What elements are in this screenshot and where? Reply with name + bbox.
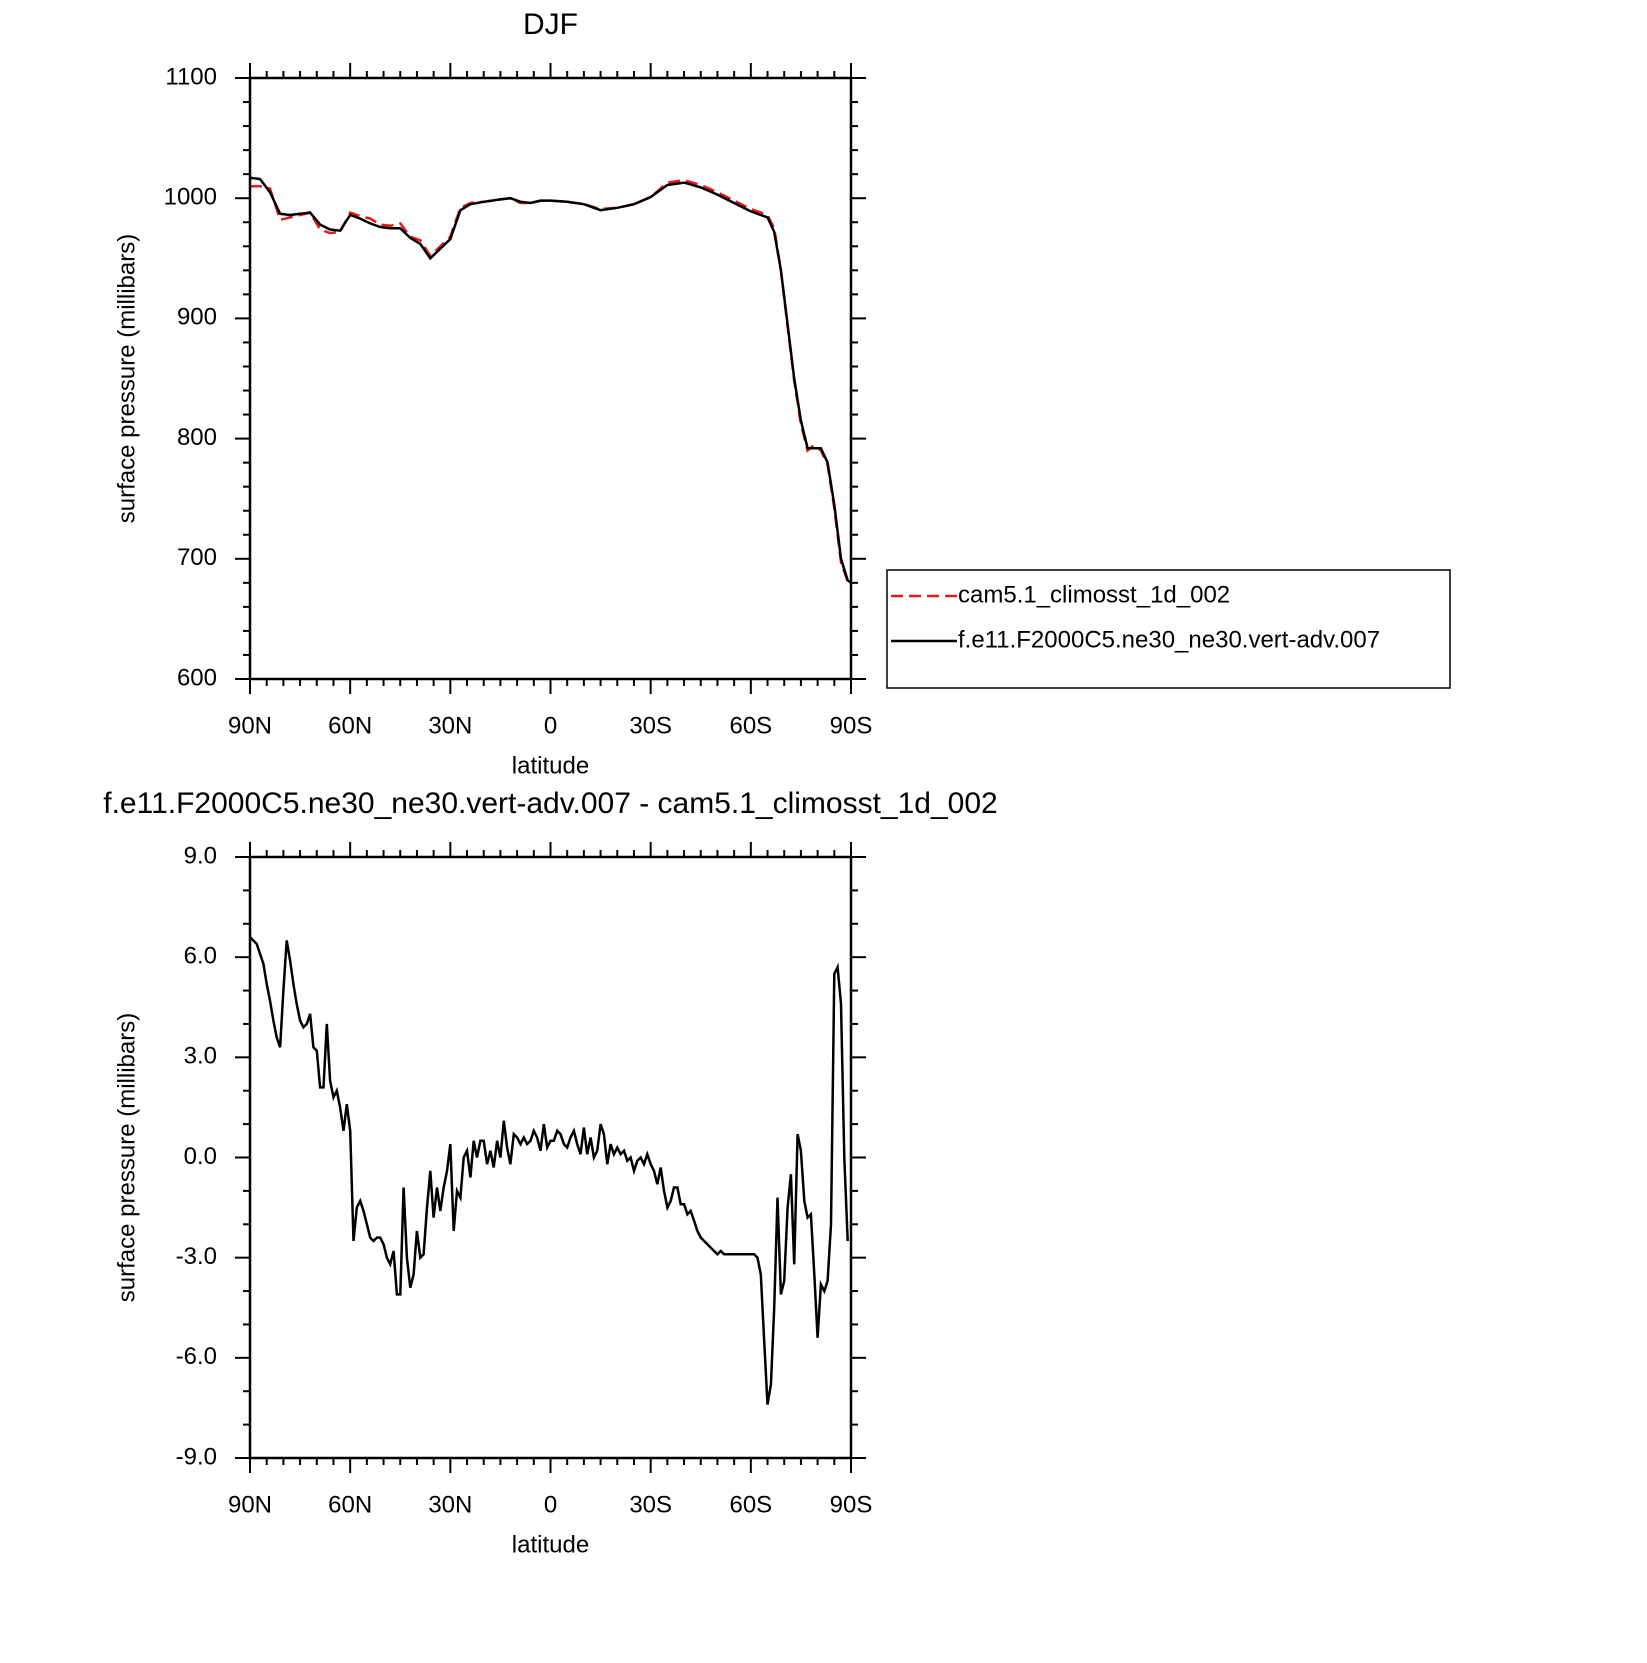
x-tick-label: 30N (428, 712, 472, 739)
y-tick-label: -9.0 (176, 1443, 217, 1470)
x-axis-title: latitude (512, 1531, 589, 1558)
legend-label: f.e11.F2000C5.ne30_ne30.vert-adv.007 (958, 626, 1380, 653)
y-tick-label: 3.0 (184, 1043, 217, 1070)
data-line (249, 176, 852, 584)
data-line (249, 936, 849, 1405)
plot-frame (248, 76, 853, 681)
x-tick-label: 60N (328, 712, 372, 739)
x-tick-label: 60S (729, 712, 772, 739)
y-tick-label: 800 (177, 424, 217, 451)
data-line (250, 178, 852, 584)
y-tick-label: 0.0 (184, 1143, 217, 1170)
legend-box (886, 569, 1451, 689)
x-tick-label: 30S (629, 712, 672, 739)
y-tick-label: 600 (177, 664, 217, 691)
y-tick-label: -6.0 (176, 1343, 217, 1370)
y-tick-label: 6.0 (184, 943, 217, 970)
y-tick-label: 700 (177, 544, 217, 571)
x-tick-label: 60S (729, 1491, 772, 1518)
y-tick-label: 1100 (165, 63, 217, 90)
y-tick-label: 900 (177, 304, 217, 331)
y-tick-label: 1000 (164, 184, 217, 211)
x-tick-label: 90S (830, 1491, 873, 1518)
x-tick-label: 90N (228, 712, 272, 739)
x-tick-label: 0 (544, 1491, 557, 1518)
x-tick-label: 30S (629, 1491, 672, 1518)
chart-title: DJF (523, 8, 578, 41)
x-tick-label: 30N (428, 1491, 472, 1518)
y-axis-title: surface pressure (millibars) (113, 1013, 140, 1302)
x-tick-label: 60N (328, 1491, 372, 1518)
chart-title: f.e11.F2000C5.ne30_ne30.vert-adv.007 - c… (103, 787, 997, 820)
x-axis-title: latitude (512, 752, 589, 779)
plot-frame (248, 855, 853, 1460)
y-tick-label: 9.0 (184, 842, 217, 869)
x-tick-label: 90N (228, 1491, 272, 1518)
x-tick-label: 90S (830, 712, 873, 739)
legend-label: cam5.1_climosst_1d_002 (958, 581, 1230, 608)
x-tick-label: 0 (544, 712, 557, 739)
y-axis-title: surface pressure (millibars) (113, 234, 140, 523)
y-tick-label: -3.0 (176, 1243, 217, 1270)
